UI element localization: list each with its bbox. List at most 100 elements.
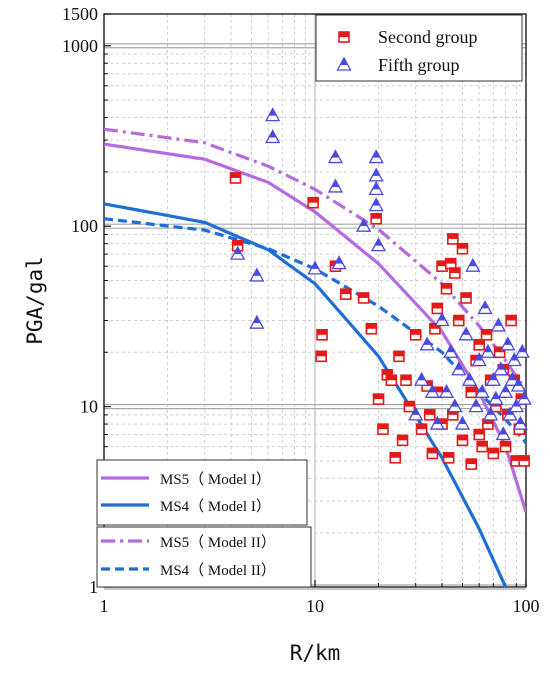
fifth-group-point bbox=[408, 406, 424, 421]
second-group-point bbox=[403, 400, 416, 413]
second-group-point bbox=[426, 447, 439, 460]
axes: 1 10 100 1 10 100 1000 1500 R/km PGA/gal bbox=[23, 4, 540, 665]
second-group-point bbox=[505, 314, 517, 327]
fifth-group-point bbox=[331, 255, 347, 270]
fifth-group-point bbox=[512, 415, 528, 430]
fifth-group-point bbox=[424, 383, 440, 398]
second-group-point bbox=[229, 172, 242, 184]
fifth-group-point bbox=[477, 300, 493, 315]
second-group-point bbox=[480, 328, 493, 341]
fifth-group-point bbox=[488, 390, 504, 405]
fifth-group-point bbox=[307, 260, 323, 275]
fifth-group-point bbox=[230, 245, 246, 260]
curve-line bbox=[104, 142, 526, 513]
second-group-point bbox=[440, 282, 453, 295]
fifth-group-point bbox=[468, 398, 484, 413]
second-group-point bbox=[431, 302, 444, 315]
fifth-group-point bbox=[483, 406, 499, 421]
x-tick-label: 10 bbox=[306, 596, 324, 616]
legend-box bbox=[96, 526, 312, 588]
fifth-group-point bbox=[356, 217, 372, 232]
second-group-point bbox=[316, 328, 328, 341]
fifth-group-point bbox=[510, 377, 526, 392]
legend-label: Fifth group bbox=[378, 55, 460, 75]
legend-top-right: Second group Fifth group bbox=[315, 14, 523, 82]
fifth-group-point bbox=[249, 267, 265, 282]
fifth-group-point bbox=[438, 383, 455, 398]
second-group-point bbox=[473, 339, 485, 351]
fifth-group-point bbox=[419, 336, 435, 351]
fifth-group-point bbox=[434, 312, 450, 327]
legend-triangle-marker bbox=[336, 56, 352, 71]
second-group-point bbox=[307, 196, 319, 209]
second-group-point bbox=[444, 257, 457, 270]
legend-label: MS4（ Model I） bbox=[160, 498, 271, 515]
second-group-point bbox=[456, 242, 469, 255]
second-group-point bbox=[473, 428, 485, 441]
fifth-group-point bbox=[504, 371, 520, 386]
fifth-group-point bbox=[465, 257, 481, 272]
fifth-group-point bbox=[368, 167, 384, 182]
second-group-point bbox=[456, 434, 469, 447]
fifth-group-point bbox=[368, 180, 384, 196]
second-group-point bbox=[389, 452, 402, 464]
second-group-point bbox=[487, 447, 500, 460]
legend-box bbox=[96, 459, 308, 526]
fifth-group-point bbox=[327, 178, 344, 193]
second-group-point bbox=[518, 455, 530, 467]
second-group-point bbox=[377, 423, 389, 435]
second-group-point bbox=[493, 346, 506, 359]
fifth-group-point bbox=[413, 371, 430, 386]
curve-line bbox=[104, 202, 508, 587]
data-points bbox=[229, 107, 532, 470]
second-group-point bbox=[476, 440, 488, 453]
fifth-group-point bbox=[493, 361, 509, 376]
legend-bottom-left: MS5（ Model I） MS4（ Model I） MS5（ Model II）… bbox=[96, 459, 312, 588]
second-group-point bbox=[385, 374, 398, 387]
fifth-group-point bbox=[265, 129, 281, 144]
second-group-point bbox=[429, 322, 441, 335]
fifth-group-point bbox=[429, 415, 445, 430]
second-group-point bbox=[409, 328, 422, 341]
legend-label: MS4（ Model II） bbox=[160, 562, 276, 579]
fifth-group-point bbox=[500, 336, 516, 351]
second-group-point bbox=[452, 314, 465, 327]
second-group-point bbox=[465, 458, 478, 470]
fifth-group-point bbox=[497, 383, 514, 398]
fifth-group-point bbox=[454, 415, 471, 430]
fifth-group-point bbox=[327, 149, 344, 164]
second-group-point bbox=[315, 350, 327, 363]
second-group-point bbox=[415, 423, 428, 435]
second-group-point bbox=[340, 288, 352, 300]
second-group-point bbox=[423, 409, 436, 421]
second-group-point bbox=[370, 212, 382, 225]
second-group-point bbox=[465, 386, 478, 399]
y-tick-label: 10 bbox=[80, 397, 98, 417]
second-group-point bbox=[393, 350, 405, 363]
second-group-point bbox=[372, 393, 385, 405]
fifth-group-point bbox=[461, 371, 478, 386]
y-tick-label: 1 bbox=[89, 577, 98, 597]
second-group-point bbox=[460, 292, 472, 304]
second-group-point bbox=[499, 440, 512, 453]
y-tick-label: 100 bbox=[71, 216, 98, 236]
second-group-point bbox=[482, 418, 494, 430]
legend-square-marker bbox=[338, 31, 350, 43]
legend-label: Second group bbox=[378, 27, 477, 47]
fifth-group-point bbox=[451, 361, 467, 376]
second-group-point bbox=[447, 233, 459, 245]
fifth-group-point bbox=[490, 317, 506, 332]
fifth-group-point bbox=[443, 343, 459, 358]
fifth-group-point bbox=[495, 426, 511, 441]
y-tick-label: 1000 bbox=[62, 36, 98, 56]
fifth-group-point bbox=[471, 352, 487, 367]
fifth-group-point bbox=[474, 383, 490, 398]
fifth-group-point bbox=[370, 237, 387, 252]
second-group-point bbox=[442, 452, 455, 464]
second-group-point bbox=[449, 267, 461, 279]
legend-label: MS5（ Model I） bbox=[160, 471, 271, 488]
fifth-group-point bbox=[506, 352, 522, 367]
fifth-group-point bbox=[508, 398, 524, 413]
x-axis-title: R/km bbox=[290, 641, 341, 665]
